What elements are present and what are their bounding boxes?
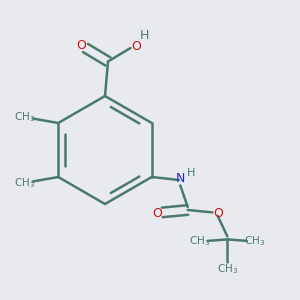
Text: O: O xyxy=(152,207,162,220)
Text: CH$_3$: CH$_3$ xyxy=(189,234,210,248)
Text: H: H xyxy=(187,168,195,178)
Text: O: O xyxy=(76,39,86,52)
Text: CH$_3$: CH$_3$ xyxy=(244,234,266,248)
Text: CH$_3$: CH$_3$ xyxy=(14,176,35,190)
Text: CH$_3$: CH$_3$ xyxy=(14,110,35,124)
Text: O: O xyxy=(213,207,223,220)
Text: H: H xyxy=(140,29,150,42)
Text: CH$_3$: CH$_3$ xyxy=(217,262,238,276)
Text: N: N xyxy=(176,172,185,185)
Text: O: O xyxy=(131,40,141,53)
